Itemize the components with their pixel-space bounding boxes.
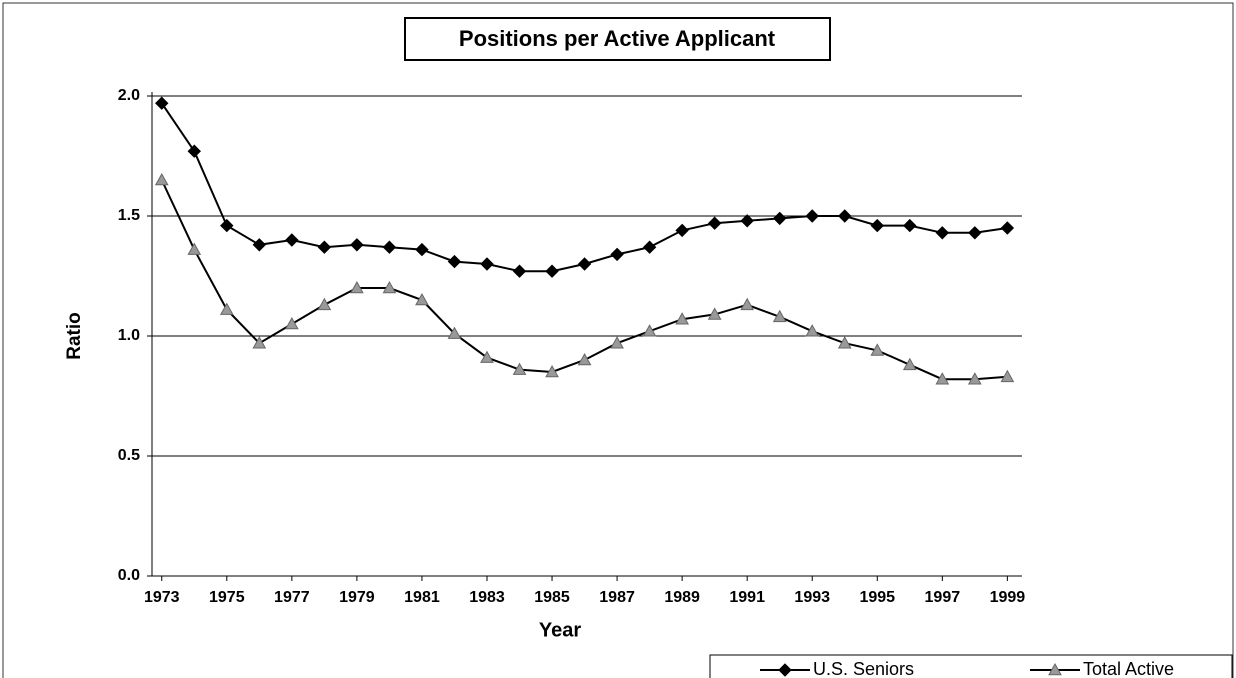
x-axis-label: Year bbox=[539, 619, 581, 641]
marker bbox=[219, 302, 234, 315]
marker bbox=[642, 240, 657, 254]
marker bbox=[350, 280, 364, 294]
marker bbox=[545, 364, 559, 378]
x-tick-label: 1981 bbox=[404, 589, 440, 606]
series-line bbox=[160, 102, 1008, 273]
x-tick-label: 1997 bbox=[925, 589, 961, 606]
marker bbox=[252, 336, 267, 349]
marker bbox=[187, 242, 202, 255]
marker bbox=[350, 238, 364, 252]
x-tick-label: 1993 bbox=[794, 589, 830, 606]
x-tick-label: 1989 bbox=[664, 589, 700, 606]
marker bbox=[480, 350, 494, 363]
marker bbox=[154, 172, 169, 186]
marker bbox=[838, 209, 852, 223]
marker bbox=[1048, 662, 1062, 676]
marker bbox=[155, 96, 169, 110]
marker bbox=[903, 218, 917, 233]
marker bbox=[512, 362, 527, 375]
marker bbox=[415, 292, 429, 306]
marker bbox=[1000, 369, 1015, 383]
title-box bbox=[404, 17, 831, 61]
x-tick-label: 1983 bbox=[469, 589, 505, 606]
marker bbox=[675, 223, 689, 238]
marker bbox=[805, 209, 819, 223]
marker bbox=[968, 226, 982, 240]
x-tick-label: 1977 bbox=[274, 589, 310, 606]
marker bbox=[740, 297, 755, 311]
x-tick-label: 1991 bbox=[729, 589, 765, 606]
chart-title: Positions per Active Applicant bbox=[459, 26, 776, 51]
marker bbox=[415, 242, 429, 257]
x-tick-label: 1987 bbox=[599, 589, 635, 606]
x-tick-label: 1999 bbox=[990, 589, 1026, 606]
marker bbox=[870, 218, 884, 233]
marker bbox=[902, 357, 917, 371]
marker bbox=[642, 324, 657, 337]
marker bbox=[447, 254, 462, 269]
x-tick-label: 1973 bbox=[144, 589, 180, 606]
marker bbox=[317, 240, 332, 254]
x-tick-label: 1979 bbox=[339, 589, 375, 606]
marker bbox=[772, 211, 787, 226]
legend-label: U.S. Seniors bbox=[813, 659, 914, 678]
y-tick-label: 2.0 bbox=[118, 87, 140, 104]
marker bbox=[480, 257, 494, 271]
y-tick-label: 1.0 bbox=[118, 327, 140, 344]
marker bbox=[317, 297, 332, 311]
x-tick-label: 1975 bbox=[209, 589, 245, 606]
legend-label: Total Active bbox=[1083, 659, 1174, 678]
marker bbox=[935, 226, 950, 240]
marker bbox=[675, 312, 689, 325]
marker bbox=[220, 218, 234, 233]
y-tick-label: 0.5 bbox=[118, 447, 140, 464]
y-axis-label: Ratio bbox=[64, 312, 85, 360]
x-tick-label: 1995 bbox=[859, 589, 895, 606]
marker bbox=[837, 336, 852, 349]
marker bbox=[545, 264, 559, 278]
marker bbox=[382, 280, 397, 294]
x-tick-label: 1985 bbox=[534, 589, 570, 606]
marker bbox=[772, 309, 787, 323]
marker bbox=[778, 663, 792, 677]
marker bbox=[707, 216, 722, 230]
marker bbox=[870, 343, 885, 356]
marker bbox=[707, 307, 722, 320]
marker bbox=[935, 372, 950, 385]
legend-box bbox=[709, 654, 1233, 678]
marker bbox=[805, 324, 820, 337]
marker bbox=[285, 316, 299, 330]
y-tick-label: 0.0 bbox=[118, 567, 140, 584]
marker bbox=[187, 144, 201, 158]
marker bbox=[252, 238, 267, 252]
marker bbox=[610, 336, 624, 349]
marker bbox=[740, 214, 754, 228]
marker bbox=[382, 240, 397, 254]
marker bbox=[285, 233, 299, 247]
marker bbox=[512, 264, 527, 278]
marker bbox=[1000, 221, 1015, 235]
marker bbox=[967, 372, 982, 385]
marker bbox=[447, 326, 462, 339]
marker bbox=[577, 257, 592, 271]
y-tick-label: 1.5 bbox=[118, 207, 140, 224]
marker bbox=[610, 247, 624, 262]
marker bbox=[577, 352, 592, 366]
